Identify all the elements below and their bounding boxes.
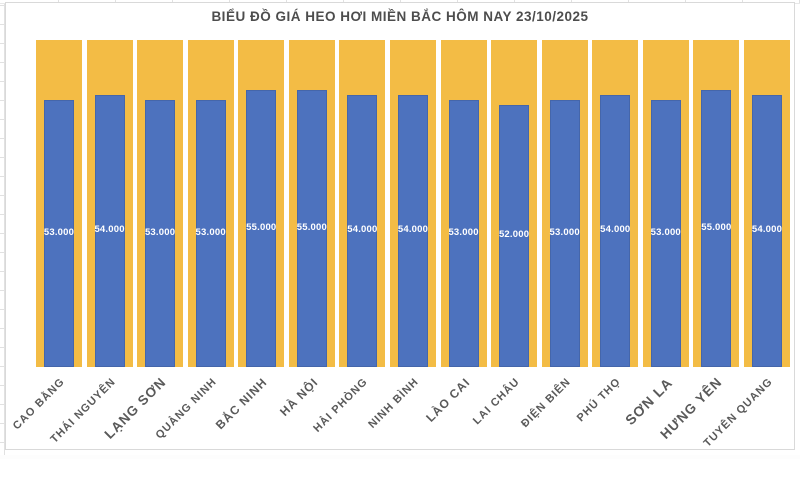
value-label: 53.000 [549, 226, 580, 238]
value-label: 54.000 [397, 224, 429, 235]
value-label: 52.000 [498, 229, 530, 240]
value-label: 53.000 [195, 226, 226, 238]
spreadsheet-background: BIỂU ĐỒ GIÁ HEO HƠI MIỀN BẮC HÔM NAY 23/… [0, 0, 800, 459]
value-bar[interactable] [347, 95, 378, 367]
chart-title: BIỂU ĐỒ GIÁ HEO HƠI MIỀN BẮC HÔM NAY 23/… [211, 9, 589, 24]
value-label: 55.000 [701, 221, 732, 233]
value-bar[interactable] [296, 90, 327, 367]
value-bar[interactable] [549, 100, 580, 367]
sheet-row-below-chart [0, 455, 800, 459]
value-bar[interactable] [650, 100, 681, 367]
value-label: 53.000 [650, 226, 681, 238]
value-bar[interactable] [94, 95, 125, 367]
value-label: 53.000 [448, 226, 479, 238]
value-label: 55.000 [296, 221, 328, 233]
value-bar[interactable] [701, 90, 732, 367]
value-bar[interactable] [246, 90, 277, 367]
value-bar[interactable] [44, 100, 74, 367]
sheet-gridlines-left [0, 0, 5, 459]
value-label: 54.000 [600, 224, 631, 235]
value-bar[interactable] [145, 100, 176, 367]
value-bar[interactable] [499, 105, 530, 367]
value-label: 54.000 [94, 224, 125, 235]
value-label: 53.000 [144, 226, 176, 238]
value-bar[interactable] [752, 95, 782, 367]
value-bar[interactable] [398, 95, 428, 367]
value-label: 53.000 [43, 226, 75, 238]
value-label: 55.000 [246, 221, 277, 233]
chart-object[interactable]: BIỂU ĐỒ GIÁ HEO HƠI MIỀN BẮC HÔM NAY 23/… [5, 2, 795, 450]
value-label: 54.000 [347, 224, 378, 235]
plot-area: 53.000 CAO BẰNG 54.000 THÁI NGUYÊN 53.000 LẠN… [6, 3, 794, 449]
value-label: 54.000 [751, 224, 783, 235]
value-bar[interactable] [600, 95, 631, 367]
category-label: TUYÊN QUANG [701, 375, 776, 450]
value-bar[interactable] [195, 100, 226, 367]
value-bar[interactable] [448, 100, 479, 367]
